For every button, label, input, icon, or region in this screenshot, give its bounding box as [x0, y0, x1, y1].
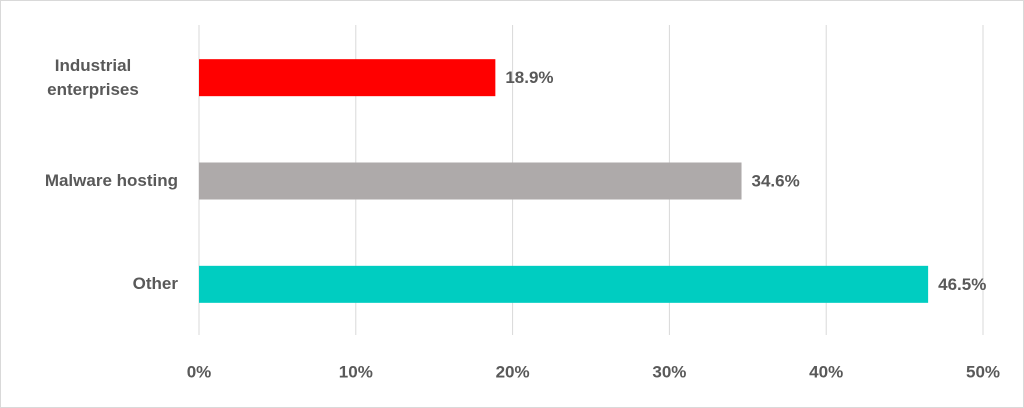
- x-tick-label: 30%: [652, 362, 686, 381]
- y-tick-label: Other: [132, 274, 178, 294]
- y-tick-label-box: Malware hosting: [45, 151, 178, 211]
- x-tick-label: 20%: [496, 362, 530, 381]
- y-tick-label-box: Industrial enterprises: [8, 48, 178, 108]
- bar: [199, 162, 742, 200]
- y-tick-label: Industrial enterprises: [47, 55, 139, 99]
- x-tick-label: 40%: [809, 362, 843, 381]
- x-tick-label: 0%: [187, 362, 212, 381]
- x-tick-label: 50%: [966, 362, 1000, 381]
- data-label: 34.6%: [752, 171, 800, 190]
- data-label: 18.9%: [505, 68, 553, 87]
- data-label: 46.5%: [938, 275, 986, 294]
- y-tick-label-box: Other: [133, 254, 178, 314]
- bar: [199, 59, 496, 97]
- bar: [199, 265, 929, 303]
- y-tick-label: Malware hosting: [44, 171, 178, 190]
- x-tick-label: 10%: [339, 362, 373, 381]
